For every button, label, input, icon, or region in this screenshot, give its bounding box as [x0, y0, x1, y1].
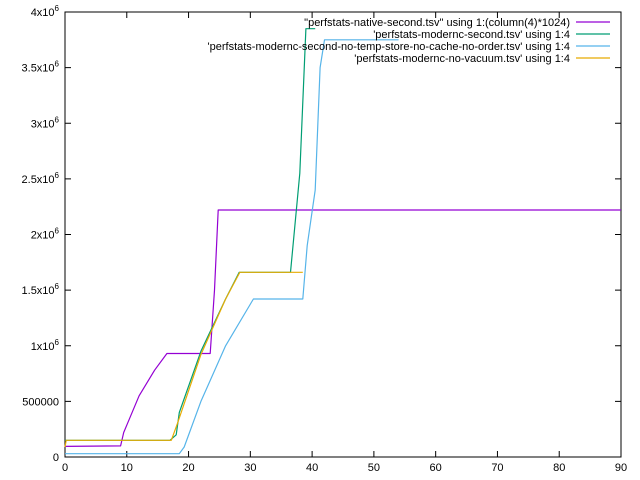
- y-tick-base: 0: [53, 452, 59, 464]
- x-tick-label: 90: [615, 462, 627, 474]
- y-tick-exponent: 6: [55, 171, 60, 180]
- y-tick-exponent: 6: [55, 338, 60, 347]
- x-tick-label: 0: [62, 462, 68, 474]
- x-tick-label: 80: [553, 462, 565, 474]
- x-tick-label: 10: [121, 462, 133, 474]
- legend-label: "perfstats-native-second.tsv" using 1:(c…: [304, 17, 570, 29]
- y-tick-exponent: 6: [55, 115, 60, 124]
- y-tick-exponent: 6: [55, 60, 60, 69]
- y-tick-base: 1.5x10: [22, 285, 55, 297]
- y-tick-base: 2.5x10: [22, 174, 55, 186]
- legend-label: 'perfstats-modernc-second-no-temp-store-…: [208, 41, 570, 53]
- x-tick-label: 40: [306, 462, 318, 474]
- y-tick-base: 2x10: [31, 230, 55, 242]
- y-tick-base: 1x10: [31, 341, 55, 353]
- y-tick-label: 0: [53, 452, 59, 464]
- y-tick-exponent: 6: [55, 282, 60, 291]
- plot-frame: [64, 11, 622, 458]
- x-tick-label: 70: [491, 462, 503, 474]
- y-tick-label: 3.5x106: [22, 60, 60, 75]
- series-line-4: [64, 271, 303, 448]
- y-tick-label: 3x106: [31, 115, 60, 130]
- y-tick-base: 4x10: [31, 7, 55, 19]
- y-tick-label: 500000: [22, 396, 59, 408]
- y-tick-base: 3x10: [31, 118, 55, 130]
- y-tick-exponent: 6: [55, 4, 60, 13]
- y-tick-base: 500000: [22, 396, 59, 408]
- legend-label: 'perfstats-modernc-second.tsv' using 1:4: [373, 29, 570, 41]
- legend: "perfstats-native-second.tsv" using 1:(c…: [208, 17, 610, 65]
- x-tick-label: 30: [244, 462, 256, 474]
- y-tick-label: 1.5x106: [22, 282, 60, 297]
- y-tick-base: 3.5x10: [22, 63, 55, 75]
- x-tick-label: 20: [182, 462, 194, 474]
- axis-ticks: 0 10 20 30 40 50 60 70 80 9005000001x1061.5x1062x…: [22, 4, 628, 474]
- series-line-2: [65, 28, 316, 441]
- series-line-3: [65, 39, 399, 455]
- y-tick-label: 1x106: [31, 338, 60, 353]
- legend-label: 'perfstats-modernc-no-vacuum.tsv' using …: [354, 53, 570, 65]
- y-tick-label: 2.5x106: [22, 171, 60, 186]
- y-tick-label: 4x106: [31, 4, 60, 19]
- x-tick-label: 50: [368, 462, 380, 474]
- x-tick-label: 60: [430, 462, 442, 474]
- series-line-1: [64, 209, 621, 447]
- y-tick-label: 2x106: [31, 227, 60, 242]
- y-tick-exponent: 6: [55, 227, 60, 236]
- series-group: [64, 28, 621, 455]
